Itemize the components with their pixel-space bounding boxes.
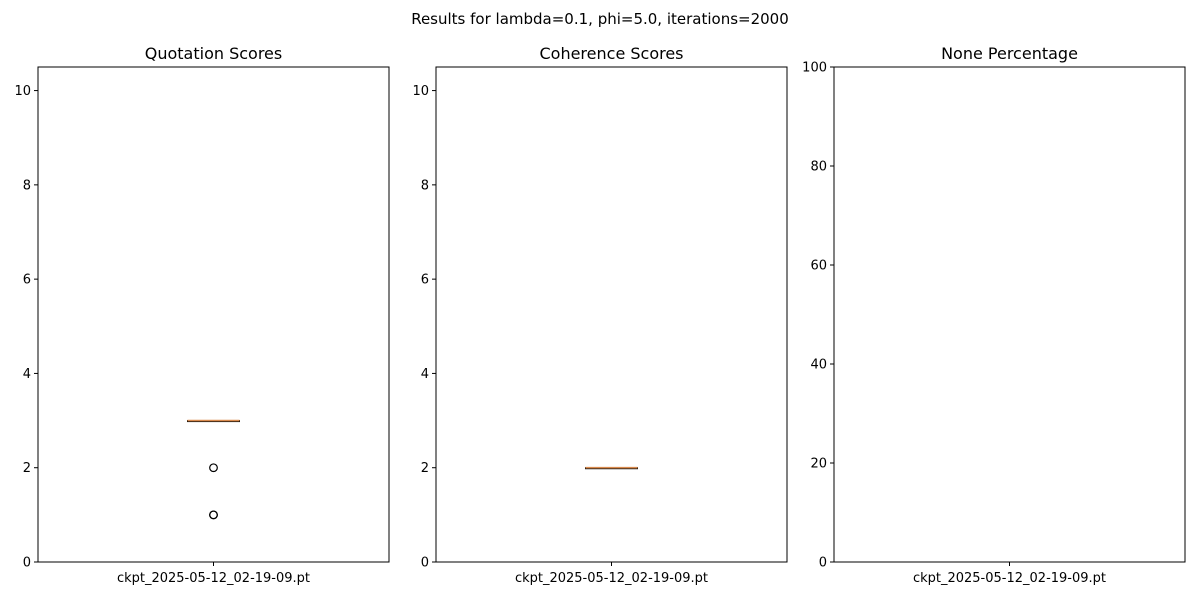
axes-frame <box>435 66 788 563</box>
chart-panel-1: Quotation Scores 0 2 4 6 8 10 ckpt_2025-05-12_0… <box>14 44 390 586</box>
y-tick-label: 60 <box>810 259 827 274</box>
axis-title: None Percentage <box>941 44 1078 63</box>
y-tick-label: 4 <box>23 367 31 382</box>
y-tick-label: 10 <box>14 84 31 99</box>
y-tick-label: 4 <box>421 367 429 382</box>
y-tick-label: 6 <box>23 273 31 288</box>
axis-title: Quotation Scores <box>145 44 282 63</box>
box-outlier <box>209 510 218 520</box>
y-tick-label: 100 <box>802 61 827 76</box>
axes-frame <box>833 66 1186 563</box>
y-tick-label: 0 <box>23 556 31 571</box>
y-tick-label: 10 <box>412 84 429 99</box>
y-tick-label: 8 <box>23 178 31 193</box>
y-tick-label: 6 <box>421 273 429 288</box>
chart-panel-2: Coherence Scores 0 2 4 6 8 10 ckpt_2025-05-12_0… <box>412 44 788 586</box>
axes-frame <box>37 66 390 563</box>
y-tick-label: 0 <box>421 556 429 571</box>
y-tick-label: 80 <box>810 160 827 175</box>
figure-suptitle: Results for lambda=0.1, phi=5.0, iterati… <box>411 10 789 28</box>
x-tick-label: ckpt_2025-05-12_02-19-09.pt <box>913 571 1106 586</box>
y-tick-label: 8 <box>421 178 429 193</box>
axis-title: Coherence Scores <box>539 44 683 63</box>
x-tick-label: ckpt_2025-05-12_02-19-09.pt <box>117 571 310 586</box>
x-tick-label: ckpt_2025-05-12_02-19-09.pt <box>515 571 708 586</box>
y-tick-label: 20 <box>810 457 827 472</box>
y-tick-label: 2 <box>421 461 429 476</box>
y-tick-label: 40 <box>810 358 827 373</box>
box-outlier <box>209 463 218 473</box>
axes-layer: Quotation Scores 0 2 4 6 8 10 ckpt_2025-05-12_0… <box>14 44 1186 586</box>
y-tick-label: 0 <box>819 556 827 571</box>
chart-panel-3: None Percentage 0 20 40 60 80 100 ckpt_2025-05-… <box>802 44 1186 586</box>
y-tick-label: 2 <box>23 461 31 476</box>
